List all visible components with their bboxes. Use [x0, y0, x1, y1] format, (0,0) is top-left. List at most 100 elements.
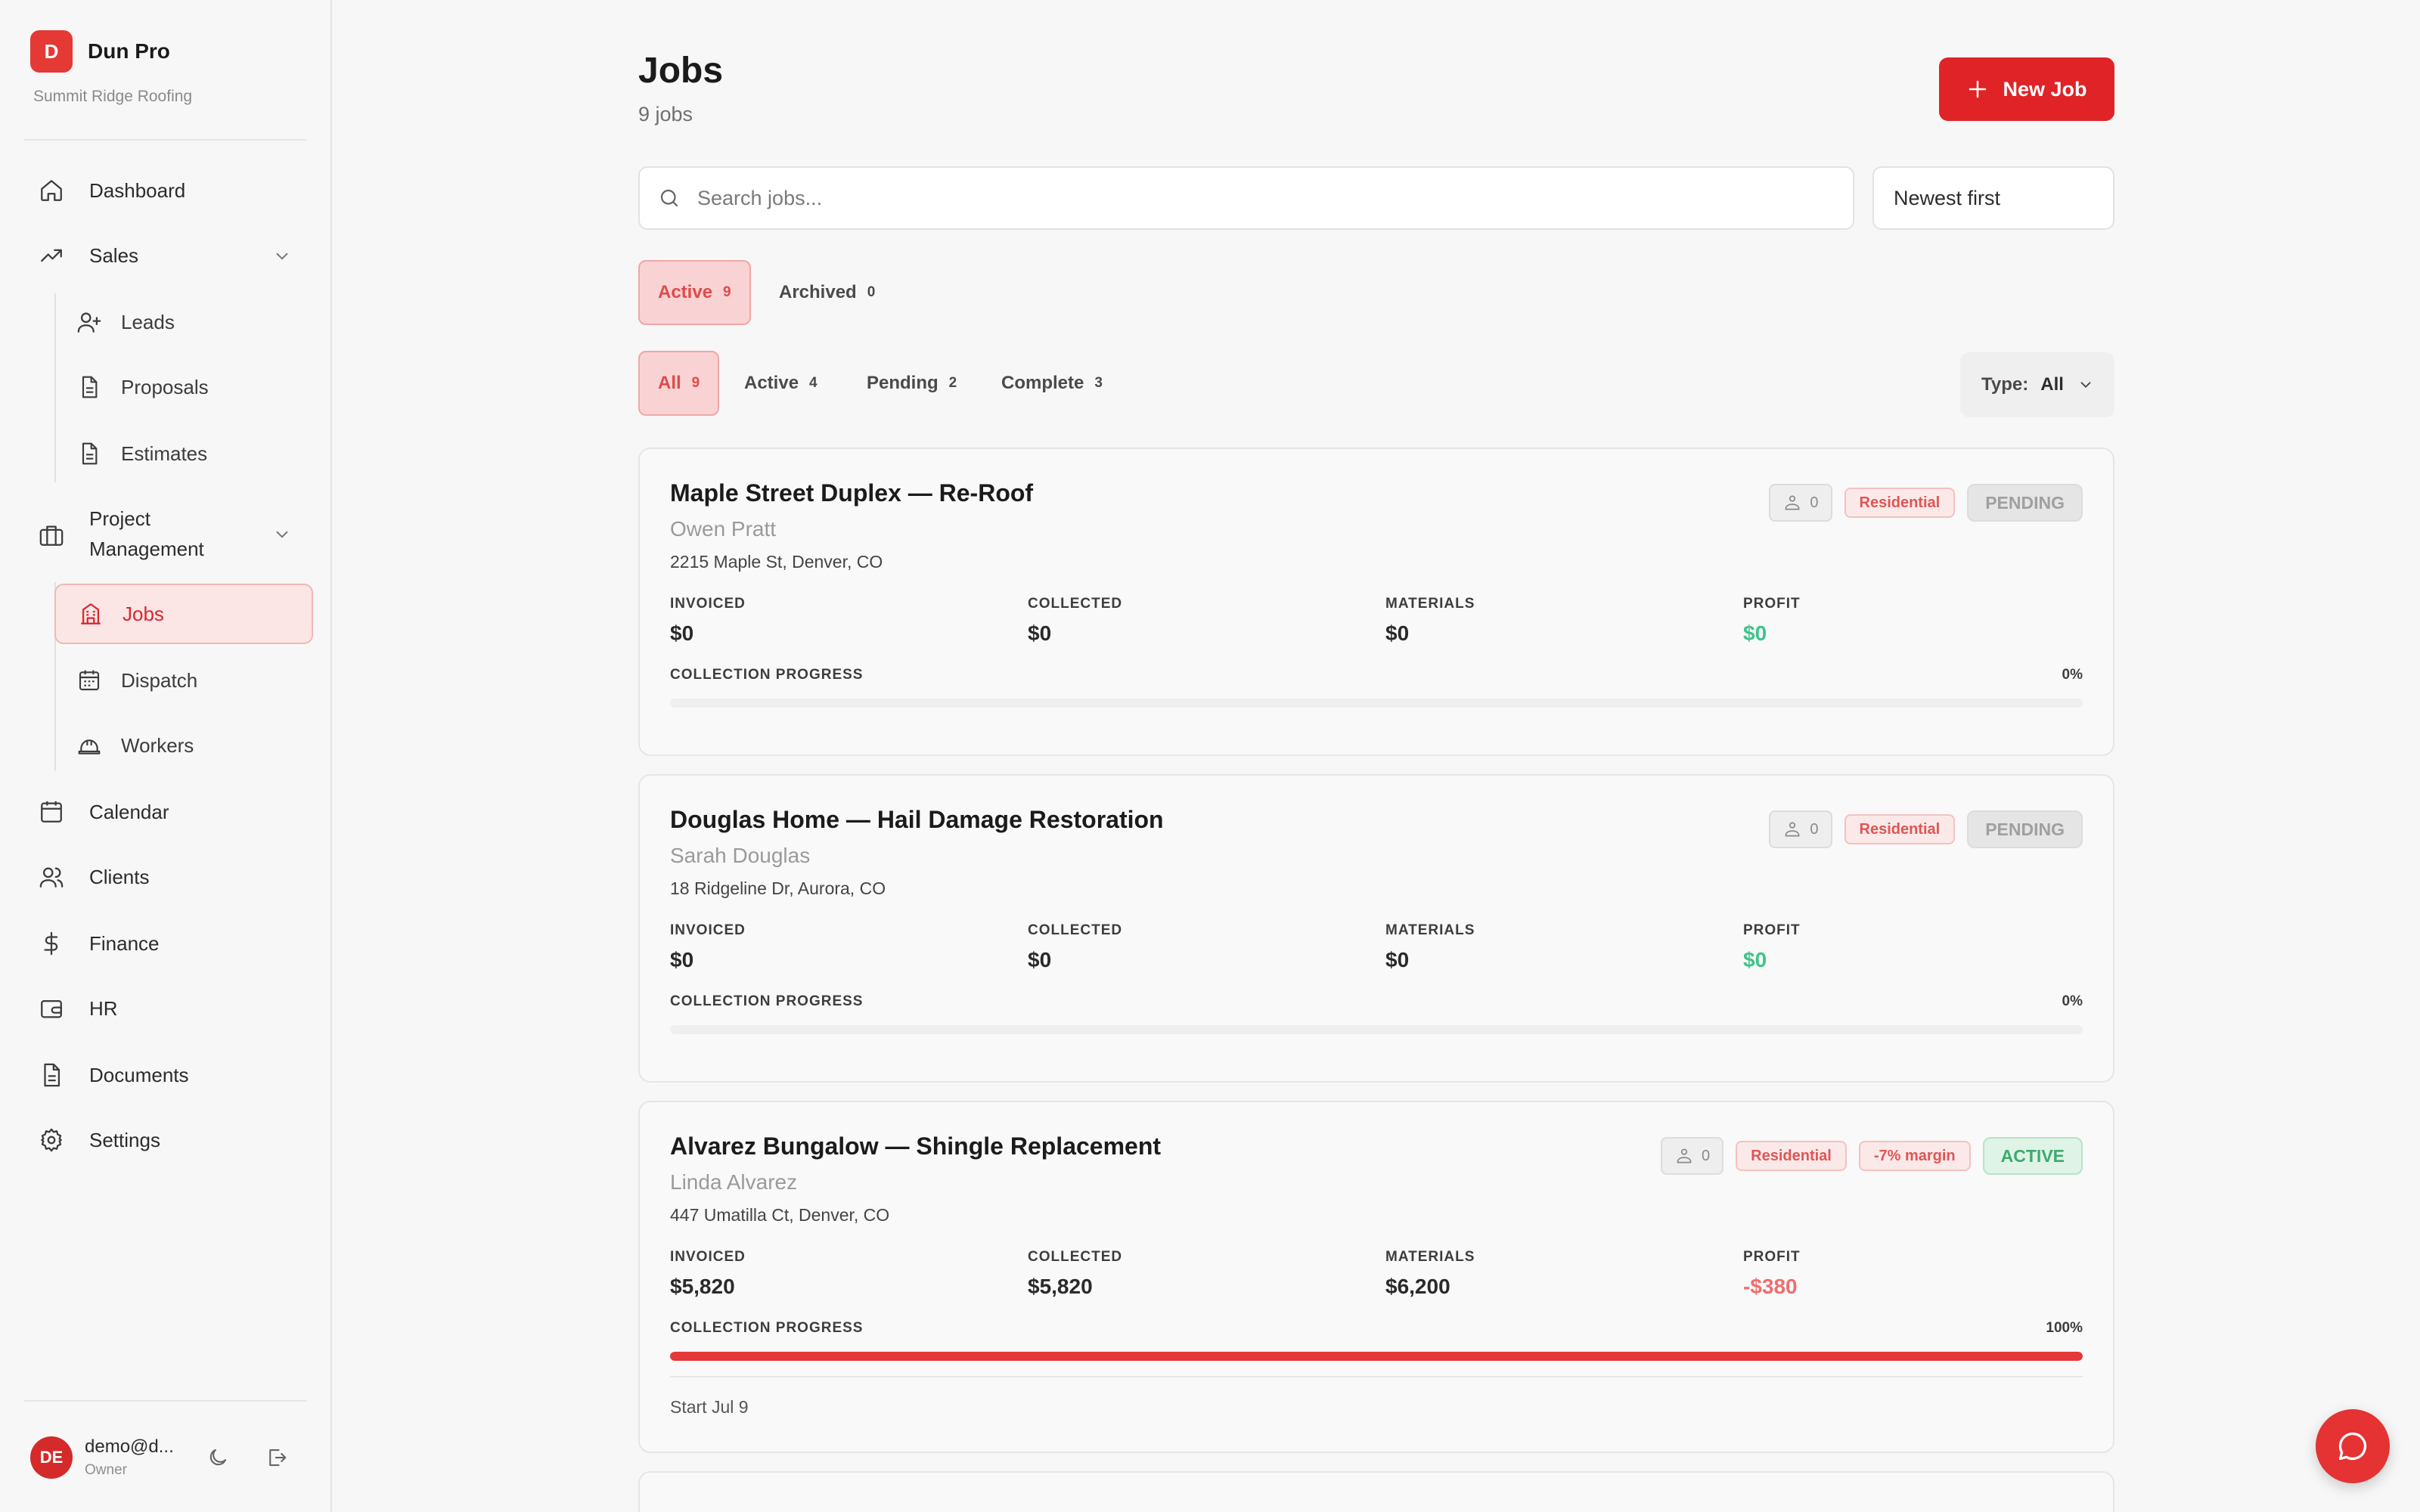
nav-settings[interactable]: Settings [36, 1125, 160, 1155]
page-title: Jobs [638, 51, 724, 91]
progress-percent: 100% [2046, 1320, 2083, 1336]
profit-value: $0 [1743, 621, 1767, 645]
users-icon [36, 862, 67, 892]
briefcase-icon [36, 520, 67, 550]
progress-bar [670, 1025, 2083, 1034]
job-card[interactable]: Alvarez Bungalow — Shingle Replacement L… [638, 1101, 2114, 1453]
filter-count: 4 [809, 375, 818, 391]
nav-jobs[interactable]: Jobs [54, 584, 313, 644]
job-count: 9 jobs [638, 103, 693, 125]
materials-value: $0 [1385, 621, 1410, 645]
new-job-button[interactable]: New Job [1939, 57, 2114, 121]
search-input[interactable] [697, 186, 1756, 210]
nav-documents[interactable]: Documents [36, 1060, 189, 1090]
user-plus-icon [74, 307, 104, 337]
trending-up-icon [36, 240, 67, 271]
job-badges: 0 Residential PENDING [1769, 484, 2083, 522]
nav-calendar[interactable]: Calendar [36, 797, 169, 827]
chevron-down-icon[interactable] [272, 246, 292, 266]
chevron-down-icon [2080, 382, 2091, 389]
chevron-down-icon[interactable] [272, 525, 292, 544]
nav-workers[interactable]: Workers [54, 715, 313, 776]
filter-count: 2 [948, 375, 957, 391]
progress-label: COLLECTION PROGRESS [670, 667, 864, 683]
status-badge: ACTIVE [1982, 1137, 2083, 1175]
progress-percent: 0% [2062, 993, 2083, 1009]
chat-icon [2338, 1432, 2367, 1461]
tab-label: Active [658, 282, 713, 302]
nav-documents-label: Documents [89, 1063, 189, 1086]
materials-value: $0 [1385, 948, 1410, 971]
filter-label: All [658, 373, 681, 393]
search-box[interactable] [638, 166, 1854, 230]
pm-subnav-line [54, 582, 56, 771]
nav-workers-label: Workers [121, 733, 194, 757]
filter-all[interactable]: All 9 [638, 351, 720, 416]
progress-bar [670, 1352, 2083, 1361]
calendar-grid-icon [74, 665, 104, 696]
profit-label: PROFIT [1743, 1249, 1801, 1265]
sort-select[interactable]: Newest first [1872, 166, 2114, 230]
progress-bar [670, 699, 2083, 708]
hard-hat-icon [74, 730, 104, 761]
logout-icon[interactable] [262, 1442, 292, 1473]
crew-icon [1677, 1148, 1692, 1163]
crew-count: 0 [1810, 494, 1819, 511]
chat-button[interactable] [2316, 1409, 2390, 1483]
user-menu[interactable]: DE demo@d... Owner [30, 1436, 174, 1479]
app-logo: D [30, 30, 73, 73]
dark-mode-icon[interactable] [203, 1442, 233, 1473]
tab-archived-jobs[interactable]: Archived 0 [761, 260, 893, 325]
nav-estimates[interactable]: Estimates [54, 423, 313, 484]
nav-dispatch-label: Dispatch [121, 668, 198, 692]
nav-dashboard-label: Dashboard [89, 178, 186, 202]
nav-sales[interactable]: Sales [36, 240, 138, 271]
status-badge: PENDING [1967, 810, 2083, 848]
job-card[interactable]: Douglas Home — Hail Damage Restoration S… [638, 774, 2114, 1083]
sort-value: Newest first [1894, 186, 2001, 209]
collected-value: $5,820 [1028, 1275, 1093, 1298]
brand[interactable]: D Dun Pro [30, 30, 170, 73]
filter-active[interactable]: Active 4 [726, 351, 836, 416]
crew-icon [1785, 495, 1800, 510]
collected-label: COLLECTED [1028, 1249, 1123, 1265]
nav-settings-label: Settings [89, 1128, 160, 1151]
avatar: DE [30, 1436, 73, 1479]
profit-label: PROFIT [1743, 922, 1801, 938]
job-client: Owen Pratt [670, 517, 777, 541]
job-title: Douglas Home — Hail Damage Restoration [670, 806, 1164, 833]
nav-dashboard[interactable]: Dashboard [36, 175, 185, 206]
nav-finance[interactable]: Finance [36, 928, 160, 959]
filter-label: Active [744, 373, 799, 393]
filter-label: Complete [1001, 373, 1084, 393]
nav-hr[interactable]: HR [36, 993, 118, 1024]
document-icon [36, 1060, 67, 1090]
tab-active-jobs[interactable]: Active 9 [638, 260, 751, 325]
job-card[interactable]: Maple Street Duplex — Re-Roof Owen Pratt… [638, 448, 2114, 756]
materials-value: $6,200 [1385, 1275, 1450, 1298]
nav-proposals-label: Proposals [121, 375, 209, 398]
job-card[interactable] [638, 1471, 2114, 1512]
nav-project-management-label: Project Management [89, 507, 204, 560]
type-filter-dropdown[interactable]: Type: All [1960, 352, 2114, 417]
nav-leads[interactable]: Leads [54, 292, 313, 352]
dollar-icon [36, 928, 67, 959]
crew-badge: 0 [1661, 1137, 1724, 1175]
card-divider [670, 1376, 2083, 1377]
type-filter-value: All [2040, 374, 2064, 395]
nav-proposals[interactable]: Proposals [54, 357, 313, 417]
job-badges: 0 Residential -7% margin ACTIVE [1661, 1137, 2083, 1175]
filter-pending[interactable]: Pending 2 [849, 351, 975, 416]
sales-subnav-line [54, 293, 56, 482]
wallet-icon [36, 993, 67, 1024]
filter-complete[interactable]: Complete 3 [983, 351, 1121, 416]
job-address: 18 Ridgeline Dr, Aurora, CO [670, 878, 886, 898]
filter-label: Pending [867, 373, 939, 393]
job-title: Maple Street Duplex — Re-Roof [670, 479, 1034, 507]
collected-value: $0 [1028, 948, 1052, 971]
nav-clients[interactable]: Clients [36, 862, 149, 892]
nav-dispatch[interactable]: Dispatch [54, 650, 313, 711]
nav-project-management[interactable]: Project Management [36, 503, 240, 564]
user-role: Owner [85, 1462, 127, 1478]
new-job-label: New Job [2003, 77, 2087, 101]
